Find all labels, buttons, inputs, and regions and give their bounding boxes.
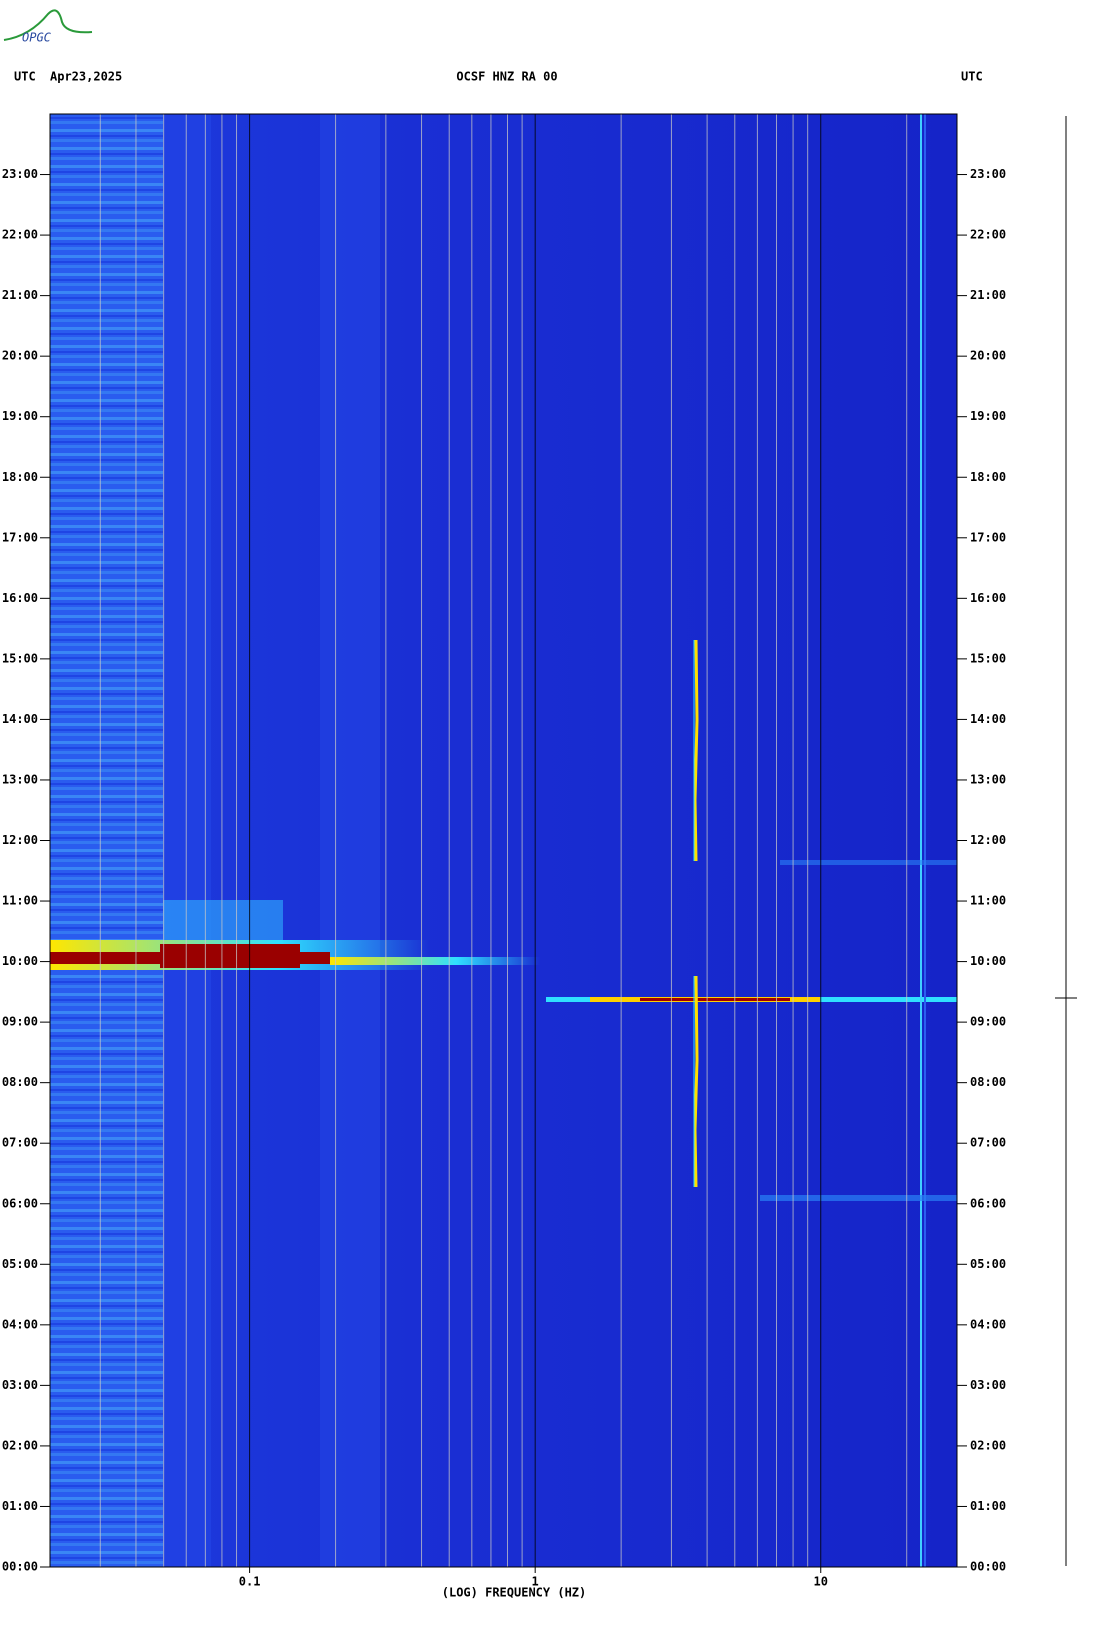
y-tick-label: 20:00 [2, 349, 38, 363]
y-tick-label: 15:00 [2, 651, 38, 665]
y-tick-label: 03:00 [2, 1378, 38, 1392]
x-axis-label: (LOG) FREQUENCY (HZ) [442, 1586, 587, 1600]
y-tick-label: 22:00 [970, 228, 1006, 242]
y-tick-label: 09:00 [970, 1015, 1006, 1029]
x-tick-label: 10 [814, 1575, 828, 1589]
y-tick-label: 20:00 [970, 349, 1006, 363]
y-tick-label: 18:00 [970, 470, 1006, 484]
logo: OPGC [3, 9, 93, 45]
y-tick-label: 07:00 [970, 1136, 1006, 1150]
date: Apr23,2025 [50, 70, 122, 84]
plot-frame [49, 113, 958, 1568]
right-axis-label: UTC [961, 70, 983, 84]
x-tick-label: 1 [532, 1575, 539, 1589]
y-tick-label: 06:00 [970, 1196, 1006, 1210]
y-tick-label: 09:00 [2, 1015, 38, 1029]
y-tick-label: 10:00 [2, 954, 38, 968]
y-tick-label: 18:00 [2, 470, 38, 484]
y-tick-label: 02:00 [2, 1438, 38, 1452]
y-tick-label: 10:00 [970, 954, 1006, 968]
y-tick-label: 08:00 [2, 1075, 38, 1089]
chart-title: OCSF HNZ RA 00 [456, 70, 557, 84]
y-tick-label: 06:00 [2, 1196, 38, 1210]
y-tick-label: 15:00 [970, 651, 1006, 665]
y-tick-label: 23:00 [970, 167, 1006, 181]
y-tick-label: 01:00 [970, 1499, 1006, 1513]
left-axis-label: UTC [14, 70, 36, 84]
logo-text: OPGC [22, 31, 52, 45]
y-tick-label: 13:00 [2, 772, 38, 786]
y-tick-label: 12:00 [970, 833, 1006, 847]
y-tick-label: 05:00 [2, 1257, 38, 1271]
y-tick-label: 14:00 [2, 712, 38, 726]
y-tick-label: 07:00 [2, 1136, 38, 1150]
y-tick-label: 19:00 [2, 409, 38, 423]
axes: 0.1 1 10 00:00 00:00 01:00 01:00 02:00 02:00 03:0… [2, 113, 1006, 1589]
y-tick-label: 08:00 [970, 1075, 1006, 1089]
y-tick-label: 05:00 [970, 1257, 1006, 1271]
y-tick-label: 22:00 [2, 228, 38, 242]
y-tick-label: 16:00 [970, 591, 1006, 605]
y-tick-label: 13:00 [970, 772, 1006, 786]
y-tick-label: 17:00 [970, 530, 1006, 544]
y-tick-label: 19:00 [970, 409, 1006, 423]
spectrogram [50, 114, 957, 1567]
y-tick-label: 16:00 [2, 591, 38, 605]
y-tick-label: 00:00 [2, 1560, 38, 1574]
y-tick-label: 17:00 [2, 530, 38, 544]
y-tick-label: 12:00 [2, 833, 38, 847]
y-tick-label: 00:00 [970, 1560, 1006, 1574]
y-tick-label: 11:00 [2, 894, 38, 908]
y-tick-label: 23:00 [2, 167, 38, 181]
y-tick-label: 14:00 [970, 712, 1006, 726]
y-tick-label: 04:00 [970, 1317, 1006, 1331]
y-tick-label: 21:00 [970, 288, 1006, 302]
y-tick-label: 03:00 [970, 1378, 1006, 1392]
x-tick-label: 0.1 [239, 1575, 261, 1589]
y-tick-label: 04:00 [2, 1317, 38, 1331]
y-tick-label: 11:00 [970, 894, 1006, 908]
y-tick-label: 21:00 [2, 288, 38, 302]
y-tick-label: 01:00 [2, 1499, 38, 1513]
y-tick-label: 02:00 [970, 1438, 1006, 1452]
